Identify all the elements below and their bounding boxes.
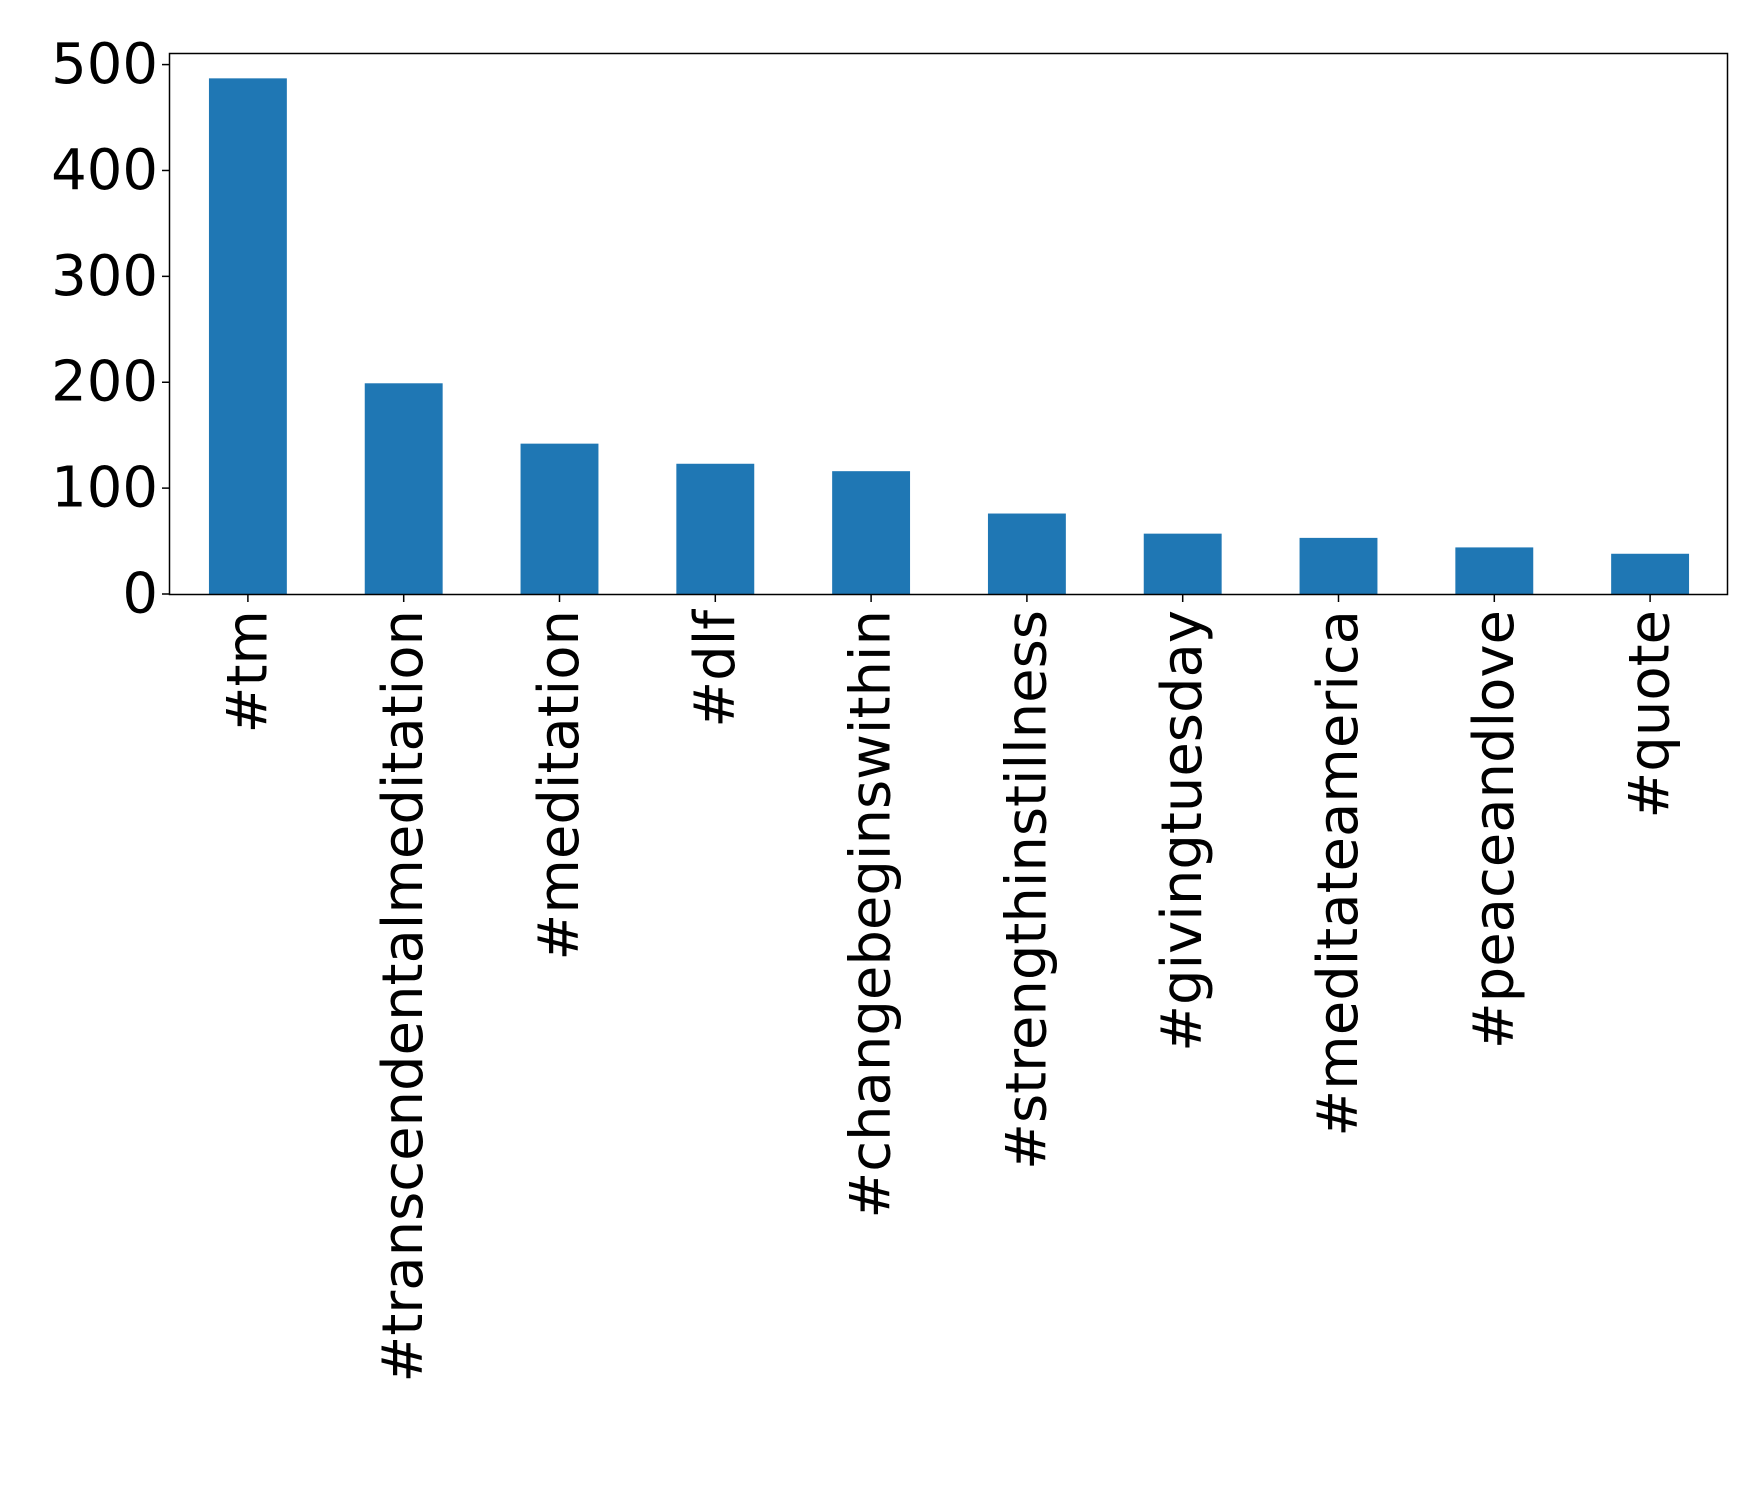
x-tick-label: #strengthinstillness bbox=[994, 610, 1059, 1170]
plot-frame bbox=[168, 52, 1729, 596]
y-tick-label: 200 bbox=[51, 350, 158, 415]
x-axis: #tm #transcendentalmeditation #meditation #… bbox=[215, 594, 1683, 1383]
bars-layer bbox=[208, 78, 1690, 595]
x-tick-label: #tm bbox=[215, 610, 280, 733]
bar-strengthinstillness bbox=[987, 513, 1066, 594]
y-tick-label: 0 bbox=[122, 562, 158, 627]
bar-quote bbox=[1611, 553, 1690, 594]
x-tick-label: #meditateamerica bbox=[1306, 610, 1371, 1137]
x-tick-label: #givingtuesday bbox=[1150, 610, 1215, 1052]
bar-peaceandlove bbox=[1455, 547, 1534, 594]
y-tick-label: 400 bbox=[51, 138, 158, 203]
bar-givingtuesday bbox=[1143, 533, 1222, 594]
bar-meditation bbox=[520, 443, 599, 594]
bar-transcendentalmeditation bbox=[364, 383, 443, 594]
y-tick-label: 500 bbox=[51, 32, 158, 97]
bar-meditateamerica bbox=[1299, 537, 1378, 594]
bar-tm bbox=[208, 78, 287, 595]
x-tick-label: #quote bbox=[1618, 610, 1683, 819]
x-tick-label: #changebeginswithin bbox=[839, 610, 904, 1219]
x-tick-label: #transcendentalmeditation bbox=[371, 610, 436, 1383]
x-tick-label: #dlf bbox=[683, 609, 748, 728]
y-tick-label: 300 bbox=[51, 244, 158, 309]
y-axis: 0 100 200 300 400 500 bbox=[51, 32, 170, 627]
bar-changebeginswithin bbox=[832, 471, 911, 594]
x-tick-label: #peaceandlove bbox=[1462, 610, 1527, 1049]
bar-dlf bbox=[676, 463, 755, 594]
y-tick-label: 100 bbox=[51, 456, 158, 521]
x-tick-label: #meditation bbox=[527, 610, 592, 961]
